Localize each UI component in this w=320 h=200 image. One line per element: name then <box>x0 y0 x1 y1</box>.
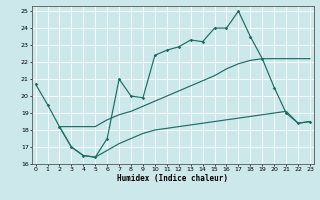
X-axis label: Humidex (Indice chaleur): Humidex (Indice chaleur) <box>117 174 228 183</box>
